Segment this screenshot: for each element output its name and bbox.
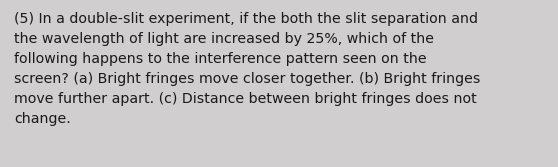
Text: (5) In a double-slit experiment, if the both the slit separation and
the wavelen: (5) In a double-slit experiment, if the … — [14, 12, 480, 126]
